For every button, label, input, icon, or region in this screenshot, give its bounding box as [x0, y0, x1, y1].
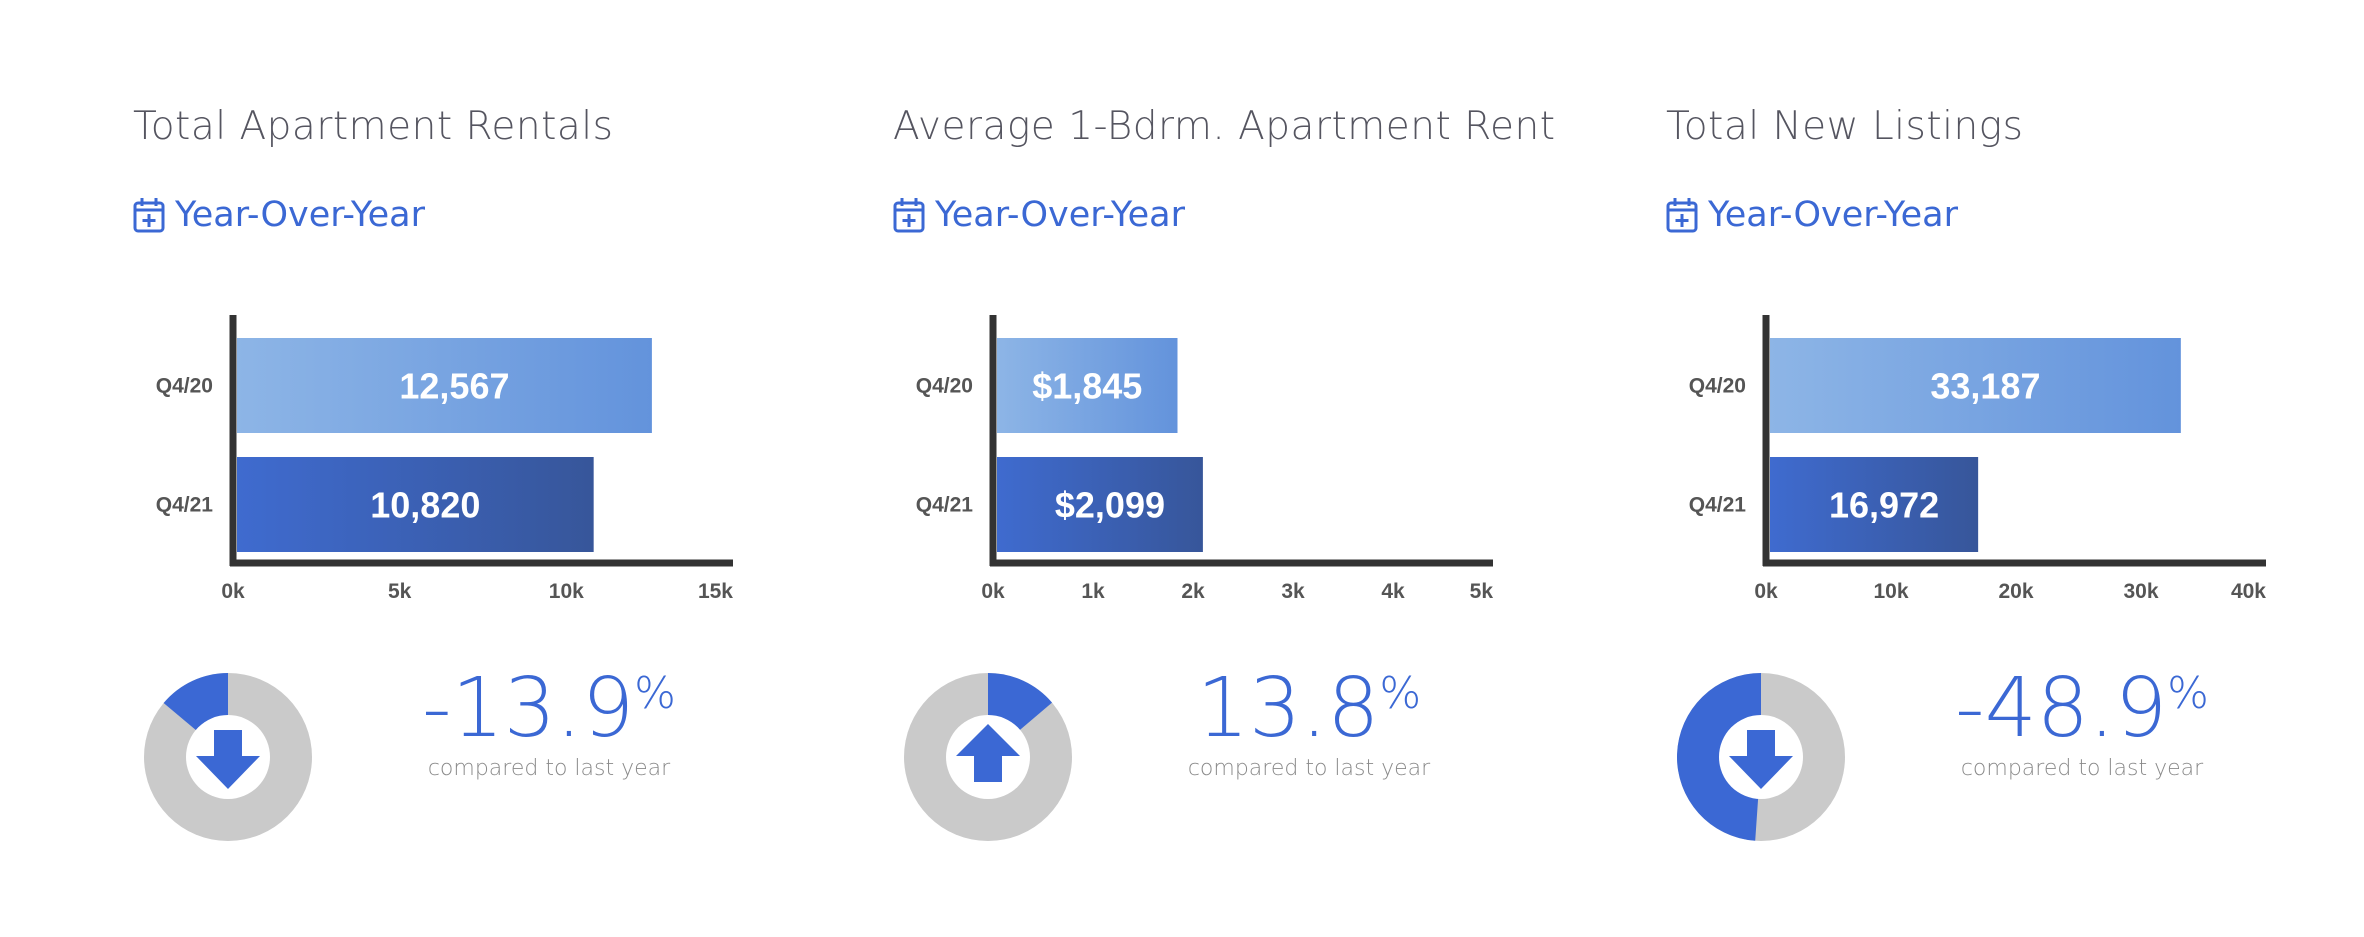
calendar-plus-icon	[133, 197, 165, 233]
bar-value-label: 16,972	[1829, 485, 1939, 526]
x-tick-label: 40k	[2231, 580, 2266, 603]
category-label: Q4/20	[1689, 375, 1746, 398]
calendar-plus-icon	[1666, 197, 1698, 233]
x-tick-label: 10k	[1873, 580, 1908, 603]
bar-value-label: 10,820	[370, 485, 480, 526]
x-tick-label: 0k	[981, 580, 1005, 603]
period-label: Year-Over-Year	[1708, 195, 1958, 235]
x-tick-label: 30k	[2123, 580, 2158, 603]
bar-value-label: $1,845	[1032, 366, 1142, 407]
bar-q4-21	[997, 457, 1203, 552]
x-tick-label: 5k	[388, 580, 412, 603]
change-block: -48.9% compared to last year	[1942, 668, 2222, 782]
bar-q4-20	[237, 338, 652, 433]
change-unit: %	[634, 668, 676, 719]
category-label: Q4/21	[1689, 494, 1747, 517]
x-tick-label: 0k	[221, 580, 245, 603]
change-donut	[144, 673, 312, 841]
category-label: Q4/20	[916, 375, 973, 398]
calendar-plus-icon	[893, 197, 925, 233]
category-label: Q4/21	[916, 494, 974, 517]
period-label: Year-Over-Year	[175, 195, 425, 235]
x-tick-label: 1k	[1081, 580, 1105, 603]
arrow-up-icon	[956, 724, 1020, 782]
bar-value-label: 12,567	[399, 366, 509, 407]
x-tick-label: 3k	[1281, 580, 1305, 603]
x-tick-label: 10k	[549, 580, 584, 603]
bar-chart: Q4/20 33,187 Q4/21 16,972 0k 10k 20k 30k 40k	[1689, 315, 2266, 603]
change-caption: compared to last year	[427, 756, 671, 781]
panel-title: Total Apartment Rentals	[133, 104, 614, 149]
change-value: -48.9%	[1942, 668, 2222, 750]
change-number: 13.8	[1196, 661, 1380, 756]
bar-value-label: 33,187	[1930, 366, 2040, 407]
bar-q4-20	[1770, 338, 2181, 433]
change-caption: compared to last year	[1960, 756, 2204, 781]
change-donut	[1676, 673, 1845, 841]
bar-q4-20	[997, 338, 1178, 433]
x-tick-label: 2k	[1181, 580, 1205, 603]
donut-change-segment	[1676, 673, 1761, 841]
bar-chart: Q4/20 $1,845 Q4/21 $2,099 0k 1k 2k 3k 4k 5k	[916, 315, 1494, 603]
panel-total-apartment-rentals: Total Apartment Rentals Year-Over-Year Q…	[133, 0, 893, 937]
change-number: -13.9	[422, 661, 635, 756]
panel-average-rent: Average 1-Bdrm. Apartment Rent Year-Over…	[893, 0, 1653, 937]
period-selector[interactable]: Year-Over-Year	[1666, 195, 1958, 235]
bar-value-label: $2,099	[1055, 485, 1165, 526]
period-label: Year-Over-Year	[935, 195, 1185, 235]
category-label: Q4/20	[156, 375, 213, 398]
arrow-down-icon	[1729, 730, 1793, 789]
arrow-down-icon	[196, 730, 260, 789]
category-label: Q4/21	[156, 494, 214, 517]
period-selector[interactable]: Year-Over-Year	[893, 195, 1185, 235]
x-tick-label: 15k	[698, 580, 733, 603]
panel-title: Total New Listings	[1666, 104, 2024, 149]
x-tick-label: 4k	[1381, 580, 1405, 603]
change-caption: compared to last year	[1187, 756, 1431, 781]
x-tick-label: 20k	[1998, 580, 2033, 603]
change-unit: %	[1379, 668, 1422, 719]
change-block: -13.9% compared to last year	[409, 668, 689, 782]
period-selector[interactable]: Year-Over-Year	[133, 195, 425, 235]
x-tick-label: 5k	[1470, 580, 1494, 603]
x-tick-label: 0k	[1754, 580, 1778, 603]
change-number: -48.9	[1955, 661, 2168, 756]
change-value: -13.9%	[409, 668, 689, 750]
change-value: 13.8%	[1169, 668, 1449, 750]
bar-q4-21	[1770, 457, 1979, 552]
panel-title: Average 1-Bdrm. Apartment Rent	[893, 104, 1556, 149]
change-unit: %	[2167, 668, 2209, 719]
change-donut	[904, 673, 1072, 841]
panel-total-new-listings: Total New Listings Year-Over-Year Q4/20 3…	[1666, 0, 2364, 937]
bar-q4-21	[237, 457, 594, 552]
change-block: 13.8% compared to last year	[1169, 668, 1449, 782]
bar-chart: Q4/20 12,567 Q4/21 10,820 0k 5k 10k 15k	[156, 315, 733, 603]
